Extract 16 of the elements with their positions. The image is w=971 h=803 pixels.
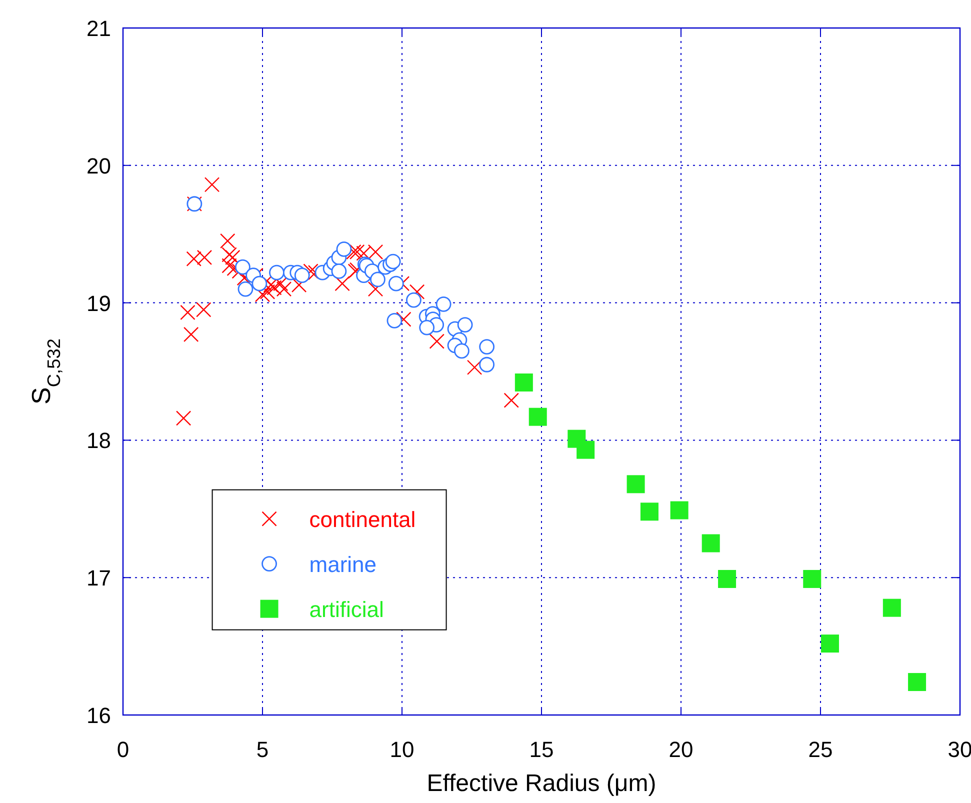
x-tick-label: 10: [390, 737, 414, 762]
y-tick-label: 16: [86, 703, 111, 728]
x-tick-label: 25: [808, 737, 833, 762]
x-tick-label: 5: [256, 737, 269, 762]
y-tick-label: 19: [86, 290, 111, 316]
legend-label: marine: [309, 552, 377, 577]
legend-label: artificial: [309, 596, 384, 622]
y-tick-label: 21: [86, 16, 111, 41]
x-tick-label: 20: [668, 737, 694, 762]
y-tick-label: 18: [86, 428, 111, 454]
y-tick-label: 17: [86, 566, 111, 591]
x-tick-label: 0: [116, 737, 130, 762]
y-tick-label: 20: [86, 153, 111, 178]
x-tick-label: 15: [529, 737, 554, 762]
x-axis-title: Effective Radius (μm): [426, 770, 656, 797]
legend-label: continental: [309, 506, 416, 532]
